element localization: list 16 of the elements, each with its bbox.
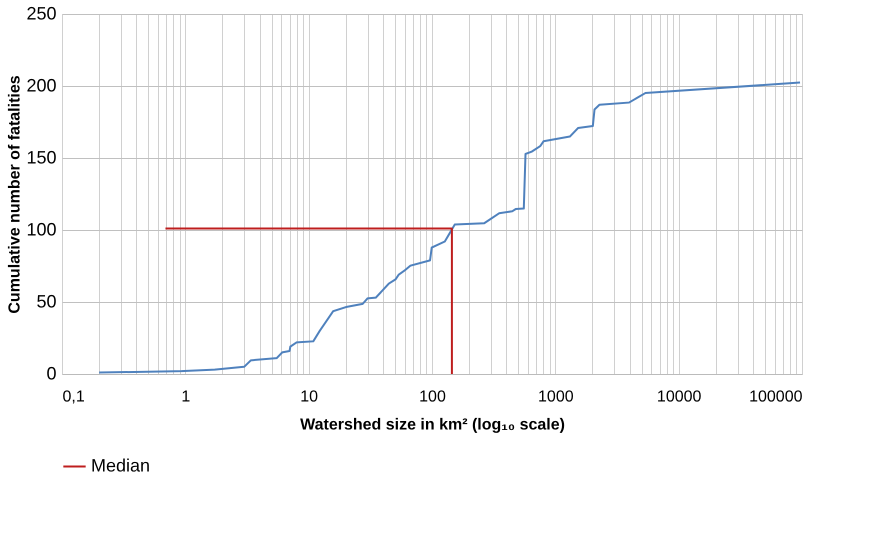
y-tick-label: 100 bbox=[26, 220, 56, 240]
x-tick-label: 0,1 bbox=[62, 388, 85, 406]
y-tick-label: 250 bbox=[26, 4, 56, 24]
y-axis-title: Cumulative number of fatalities bbox=[6, 75, 24, 314]
y-tick-label: 150 bbox=[26, 148, 56, 168]
x-tick-label: 10000 bbox=[656, 388, 702, 406]
x-tick-label: 10 bbox=[300, 388, 318, 406]
y-tick-label: 0 bbox=[46, 364, 56, 384]
x-axis-title: Watershed size in km² (log₁₀ scale) bbox=[300, 416, 565, 434]
y-tick-label: 50 bbox=[36, 292, 56, 312]
x-tick-label: 1000 bbox=[538, 388, 574, 406]
y-tick-label: 200 bbox=[26, 76, 56, 96]
x-tick-label: 1 bbox=[181, 388, 190, 406]
x-tick-label: 100000 bbox=[749, 388, 803, 406]
legend-label: Median bbox=[91, 456, 150, 476]
x-tick-label: 100 bbox=[419, 388, 446, 406]
